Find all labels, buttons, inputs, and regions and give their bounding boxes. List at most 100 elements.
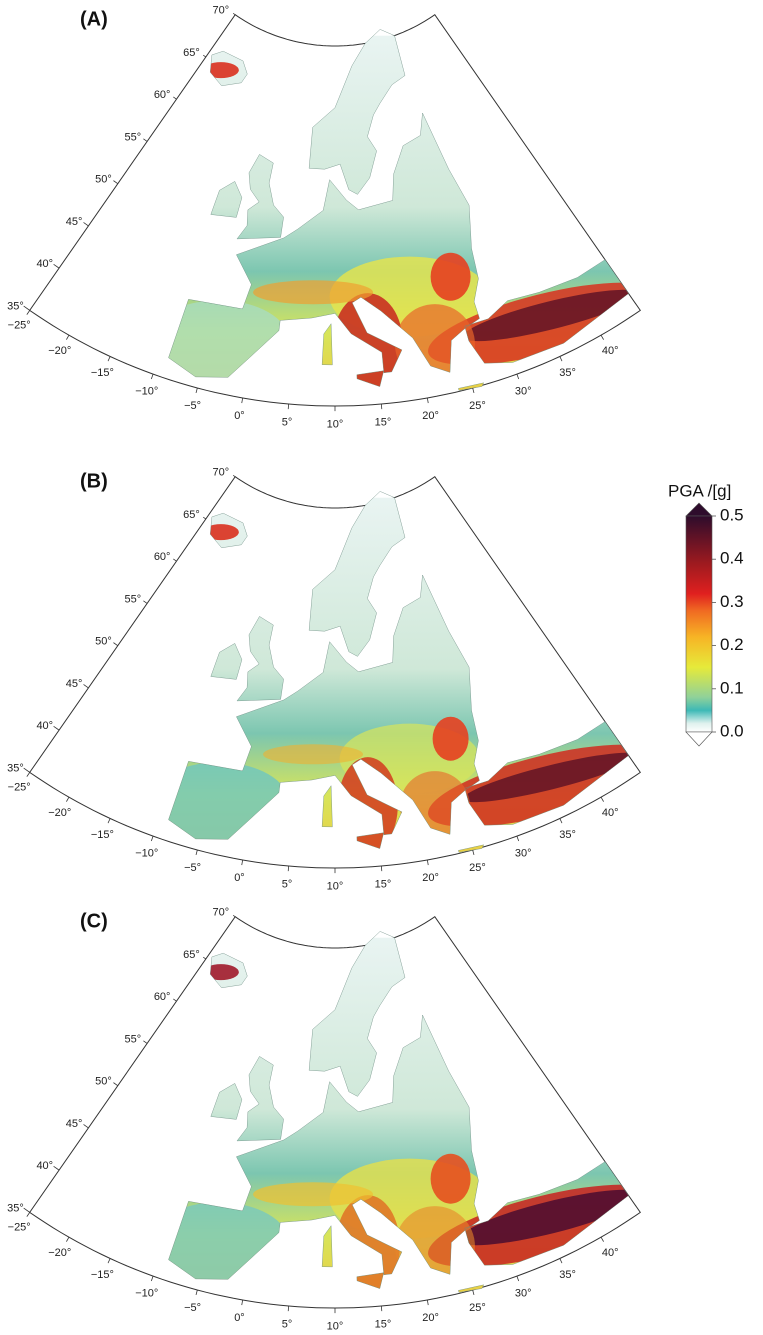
colorbar-tick-label: 0.1 — [720, 678, 744, 697]
colorbar-tick-label: 0.4 — [720, 549, 744, 568]
lon-tick — [151, 1276, 153, 1281]
lon-tick — [151, 374, 153, 379]
lon-label: 0° — [234, 872, 245, 884]
lat-label: 55° — [124, 131, 141, 143]
lat-tick — [233, 475, 235, 476]
lat-tick — [203, 55, 206, 57]
lat-label: 35° — [7, 1202, 24, 1214]
colorbar-tick-label: 0.5 — [720, 505, 744, 524]
lat-label: 45° — [66, 1118, 83, 1130]
lon-tick — [517, 1276, 519, 1281]
figure: PGA /[g] 0.0 0.1 0.2 0.3 0.4 0.5 (A) 35° 40° 45°… — [0, 0, 763, 1330]
lon-label: 30° — [515, 847, 532, 859]
lat-label: 65° — [183, 949, 200, 961]
lat-label: 40° — [36, 720, 53, 732]
lon-tick — [27, 310, 30, 314]
lat-label: 55° — [124, 593, 141, 605]
lat-tick — [84, 222, 89, 225]
lon-label: 40° — [602, 345, 619, 357]
lat-tick — [54, 264, 59, 268]
lon-label: 25° — [469, 862, 486, 874]
lat-tick — [143, 601, 147, 604]
lon-label: 5° — [282, 1318, 293, 1330]
lat-label: 50° — [95, 174, 112, 186]
lon-label: 10° — [327, 1320, 344, 1330]
lat-label: 40° — [36, 258, 53, 270]
colorbar-tick-label: 0.0 — [720, 721, 744, 740]
lat-tick — [24, 768, 30, 772]
lon-label: 30° — [515, 385, 532, 397]
lon-label: −15° — [91, 1269, 114, 1281]
lon-label: 5° — [282, 416, 293, 428]
lat-tick — [173, 97, 176, 99]
lat-tick — [24, 1208, 30, 1212]
lon-tick — [66, 1237, 69, 1241]
lon-label: 25° — [469, 400, 486, 412]
lon-tick — [66, 335, 69, 339]
hazard-zone — [433, 717, 469, 761]
lon-label: 30° — [515, 1287, 532, 1299]
lat-label: 55° — [124, 1033, 141, 1045]
lat-tick — [84, 1124, 89, 1127]
lon-tick — [196, 850, 197, 855]
lon-label: 20° — [422, 872, 439, 884]
panel-label: (A) — [80, 8, 108, 30]
hazard-zone — [253, 1182, 373, 1206]
colorbar-max-arrow — [686, 503, 712, 516]
colorbar-tick-label: 0.3 — [720, 592, 744, 611]
lon-tick — [601, 797, 604, 801]
lat-label: 45° — [66, 216, 83, 228]
colorbar: PGA /[g] 0.0 0.1 0.2 0.3 0.4 0.5 — [668, 481, 744, 746]
lat-tick — [113, 643, 117, 646]
panel-label: (C) — [80, 910, 108, 932]
lon-tick — [560, 818, 562, 823]
lat-tick — [84, 684, 89, 687]
lon-label: 35° — [559, 829, 576, 841]
lon-label: −20° — [48, 807, 71, 819]
lat-label: 60° — [154, 991, 171, 1003]
lon-tick — [151, 836, 153, 841]
lon-label: −10° — [135, 385, 158, 397]
lon-tick — [601, 335, 604, 339]
lon-label: −5° — [184, 400, 201, 412]
lat-label: 60° — [154, 89, 171, 101]
lon-label: 40° — [602, 807, 619, 819]
lat-tick — [233, 915, 235, 916]
lon-tick — [66, 797, 69, 801]
lon-label: 25° — [469, 1302, 486, 1314]
map-panel: (B)35°40°45°50°55°60°65°70°−25°−20°−15°−… — [0, 467, 763, 893]
colorbar-title: PGA /[g] — [668, 481, 731, 500]
colorbar-scale — [686, 516, 712, 732]
lat-label: 45° — [66, 678, 83, 690]
lon-label: 15° — [375, 1318, 392, 1330]
lon-label: 0° — [234, 1312, 245, 1324]
lat-label: 40° — [36, 1160, 53, 1172]
lon-label: 10° — [327, 418, 344, 430]
lat-tick — [173, 999, 176, 1001]
lat-label: 50° — [95, 636, 112, 648]
lon-label: −15° — [91, 829, 114, 841]
lon-label: 35° — [559, 367, 576, 379]
lon-tick — [473, 850, 474, 855]
lat-label: 70° — [213, 5, 230, 17]
lon-tick — [517, 836, 519, 841]
lat-tick — [233, 13, 235, 14]
map-panel: (A)35°40°45°50°55°60°65°70°−25°−20°−15°−… — [0, 5, 763, 431]
lon-label: −25° — [8, 1221, 31, 1233]
lon-tick — [473, 388, 474, 393]
lat-tick — [113, 1083, 117, 1086]
lat-label: 50° — [95, 1076, 112, 1088]
hazard-zone — [431, 1154, 471, 1204]
colorbar-tick-label: 0.2 — [720, 635, 744, 654]
lon-tick — [27, 772, 30, 776]
lon-label: −5° — [184, 1302, 201, 1314]
lon-tick — [196, 388, 197, 393]
lon-label: −25° — [8, 781, 31, 793]
lon-tick — [242, 860, 243, 865]
lat-tick — [203, 517, 206, 519]
lat-label: 65° — [183, 47, 200, 59]
lon-tick — [427, 398, 428, 403]
lon-tick — [27, 1212, 30, 1216]
colorbar-min-arrow — [686, 732, 712, 746]
hazard-zone — [263, 744, 363, 764]
